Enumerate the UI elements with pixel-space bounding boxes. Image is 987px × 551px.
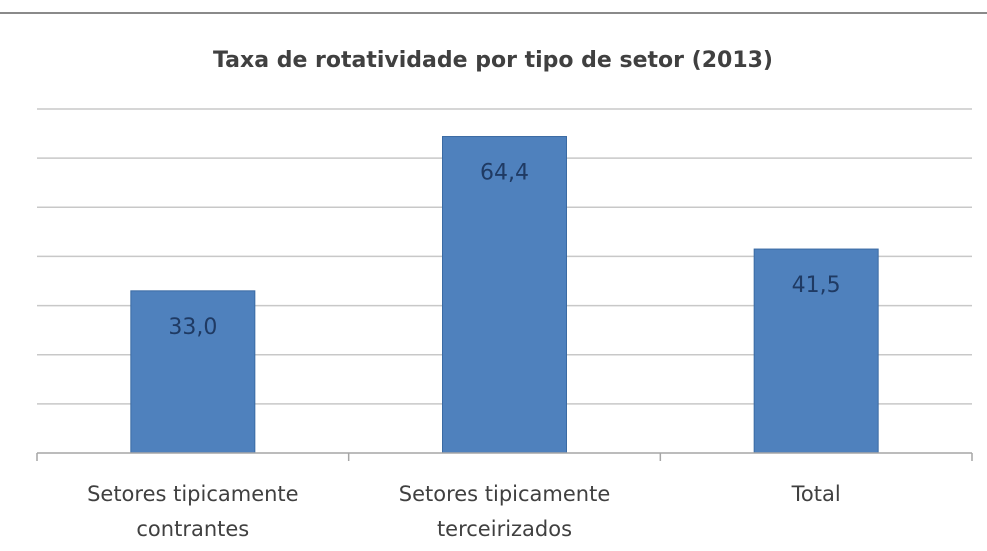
x-axis <box>36 452 973 461</box>
category-label-line: Setores tipicamente <box>399 482 611 506</box>
category-label-line: terceirizados <box>437 517 572 541</box>
chart-title: Taxa de rotatividade por tipo de setor (… <box>213 48 773 73</box>
category-label-line: Setores tipicamente <box>87 482 299 506</box>
category-label: Setores tipicamente contrantes <box>87 482 299 541</box>
bar-value-label: 33,0 <box>168 315 217 340</box>
bar <box>442 136 567 454</box>
category-label-line: contrantes <box>136 517 249 541</box>
bars: 33,0 64,4 41,5 <box>130 136 879 454</box>
category-label-line: Total <box>791 482 841 506</box>
category-label: Setores tipicamente terceirizados <box>399 482 611 541</box>
top-border <box>0 12 987 14</box>
bar <box>130 290 256 454</box>
bar-value-label: 64,4 <box>480 161 529 186</box>
bar <box>753 248 879 454</box>
category-label: Total <box>791 482 841 506</box>
bar-value-label: 41,5 <box>792 273 841 298</box>
